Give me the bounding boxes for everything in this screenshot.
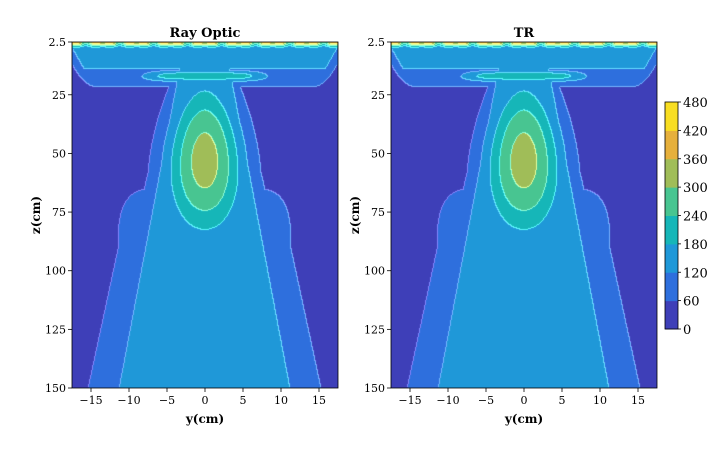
y-tick-label: 50 <box>371 147 385 160</box>
panel-title-tr: TR <box>514 26 535 41</box>
y-ticks-tr: 2.5 25 50 75 100 125 150 <box>364 36 391 395</box>
colorbar-tick-label: 360 <box>683 153 708 168</box>
y-tick-label: 150 <box>364 382 385 395</box>
y-tick-label: 50 <box>52 147 66 160</box>
colorbar-segment <box>665 301 678 330</box>
colorbar-segment <box>665 102 678 131</box>
y-tick-label: 125 <box>364 323 385 336</box>
y-tick-label: 125 <box>45 323 66 336</box>
colorbar-tick-label: 0 <box>683 323 691 338</box>
colorbar-tick-label: 300 <box>683 181 708 196</box>
colorbar-tick-label: 480 <box>683 96 708 111</box>
y-tick-label: 100 <box>364 265 385 278</box>
y-tick-label: 25 <box>371 89 385 102</box>
y-tick-label: 75 <box>371 206 385 219</box>
x-tick-label: −5 <box>159 394 175 407</box>
colorbar-tick-label: 120 <box>683 266 708 281</box>
y-tick-label: 150 <box>45 382 66 395</box>
colorbar-segment <box>665 244 678 273</box>
colorbar-tick-label: 180 <box>683 238 708 253</box>
colorbar-segment <box>665 187 678 216</box>
x-tick-label: 5 <box>240 394 247 407</box>
contour-field-tr <box>391 42 657 388</box>
x-axis-label-tr: y(cm) <box>504 412 543 426</box>
y-tick-label: 25 <box>52 89 66 102</box>
x-ticks-ray-optic: −15 −10 −5 0 5 10 15 <box>79 388 326 407</box>
colorbar-segment <box>665 130 678 159</box>
y-tick-label: 2.5 <box>368 36 386 49</box>
colorbar-tick-label: 240 <box>683 210 708 225</box>
x-axis-label-ray-optic: y(cm) <box>185 412 224 426</box>
y-tick-label: 100 <box>45 265 66 278</box>
x-tick-label: 0 <box>521 394 528 407</box>
x-tick-label: 5 <box>559 394 566 407</box>
colorbar-segment <box>665 272 678 301</box>
x-tick-label: −15 <box>398 394 421 407</box>
contour-field-ray-optic <box>72 42 338 388</box>
colorbar-tick-label: 60 <box>683 295 700 310</box>
colorbar: 0 60 120 180 240 300 360 420 480 <box>665 96 708 338</box>
x-tick-label: 0 <box>202 394 209 407</box>
y-axis-label-tr: z(cm) <box>348 196 362 234</box>
x-tick-label: −10 <box>117 394 140 407</box>
x-tick-label: −10 <box>436 394 459 407</box>
panel-ray-optic: −15 −10 −5 0 5 10 15 2.5 25 50 75 100 125 150 Ray Op… <box>29 26 338 426</box>
y-tick-label: 2.5 <box>49 36 67 49</box>
x-tick-label: 10 <box>593 394 607 407</box>
colorbar-segment <box>665 216 678 245</box>
x-ticks-tr: −15 −10 −5 0 5 10 15 <box>398 388 645 407</box>
colorbar-tick-label: 420 <box>683 124 708 139</box>
y-ticks-ray-optic: 2.5 25 50 75 100 125 150 <box>45 36 72 395</box>
x-tick-label: −15 <box>79 394 102 407</box>
y-tick-label: 75 <box>52 206 66 219</box>
y-axis-label-ray-optic: z(cm) <box>29 196 43 234</box>
x-tick-label: −5 <box>478 394 494 407</box>
x-tick-label: 15 <box>312 394 326 407</box>
x-tick-label: 15 <box>631 394 645 407</box>
colorbar-segment <box>665 159 678 188</box>
panel-tr: −15 −10 −5 0 5 10 15 2.5 25 50 75 100 125 150 TR y(c… <box>348 26 657 426</box>
x-tick-label: 10 <box>274 394 288 407</box>
panel-title-ray-optic: Ray Optic <box>170 26 241 41</box>
